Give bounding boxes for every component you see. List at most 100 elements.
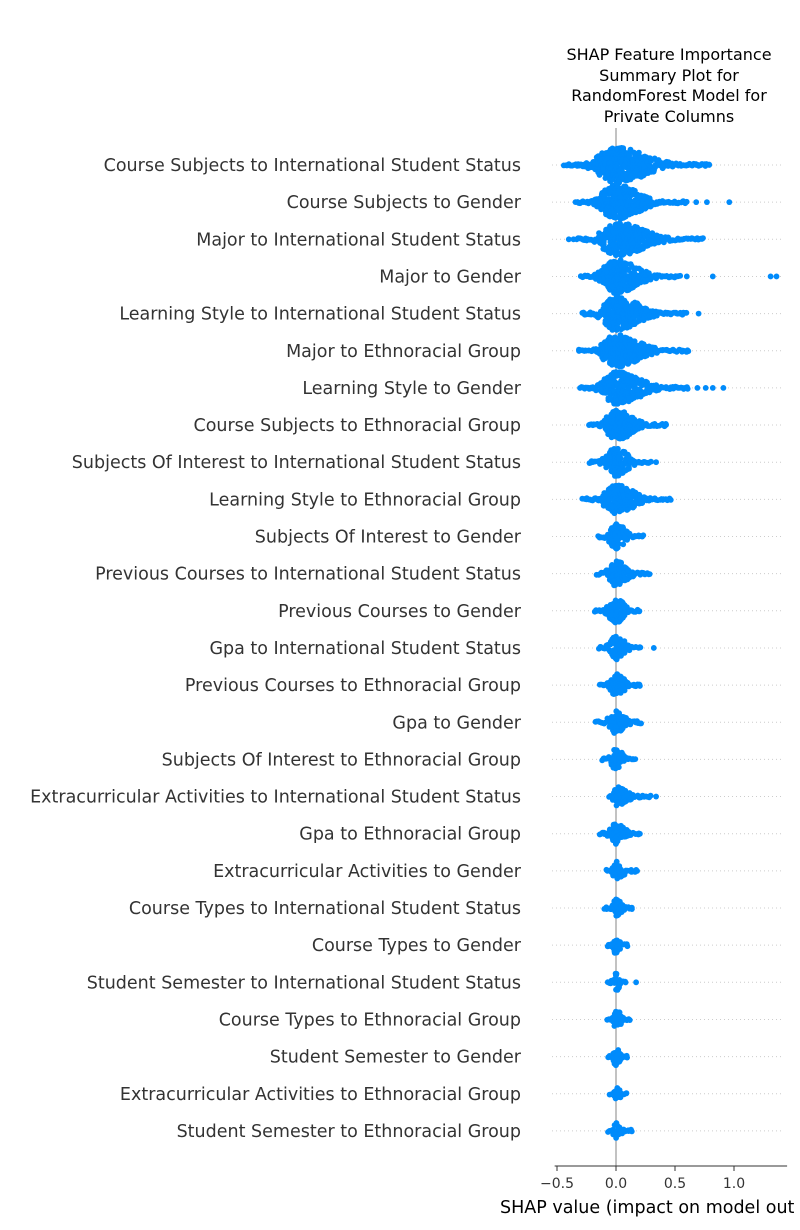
feature-label: Subjects Of Interest to International St…: [72, 453, 521, 473]
feature-beeswarm: [596, 671, 643, 697]
data-point: [637, 830, 643, 837]
outlier-point: [693, 199, 700, 206]
data-point: [684, 385, 691, 392]
feature-beeswarm: [605, 1120, 635, 1141]
data-point: [644, 228, 651, 235]
x-tick-label: 0.5: [664, 1176, 686, 1192]
data-point: [651, 167, 657, 174]
data-point: [593, 387, 599, 394]
feature-beeswarm: [604, 1008, 633, 1029]
x-axis-label: SHAP value (impact on model out: [500, 1198, 795, 1218]
chart-title-line-1: SHAP Feature Importance: [566, 45, 771, 64]
feature-label: Learning Style to International Student …: [119, 305, 521, 325]
data-point: [638, 720, 644, 727]
feature-label: Course Subjects to Ethnoracial Group: [193, 416, 521, 436]
data-point: [628, 1128, 635, 1135]
feature-beeswarm: [595, 521, 647, 552]
data-point: [700, 235, 706, 242]
outlier-point: [695, 310, 702, 317]
data-point: [629, 906, 635, 912]
outlier-point: [653, 793, 659, 800]
outlier-point: [720, 385, 727, 391]
outlier-point: [767, 273, 774, 280]
feature-label: Course Types to International Student St…: [129, 899, 521, 919]
outlier-point: [650, 645, 657, 651]
data-point: [626, 222, 632, 228]
feature-beeswarm: [599, 747, 639, 772]
feature-beeswarm: [577, 369, 727, 407]
feature-beeswarm: [592, 708, 644, 736]
data-point: [637, 683, 643, 689]
data-point: [613, 972, 620, 978]
feature-beeswarm: [565, 220, 706, 259]
feature-beeswarm: [591, 597, 643, 626]
chart-title-line-3: RandomForest Model for: [571, 86, 767, 105]
data-point: [683, 309, 690, 316]
outlier-point: [633, 979, 639, 986]
data-point: [640, 532, 647, 539]
data-point: [609, 327, 616, 333]
outlier-point: [773, 273, 780, 280]
chart-title-line-4: Private Columns: [604, 107, 734, 126]
feature-label: Previous Courses to Ethnoracial Group: [185, 676, 521, 696]
data-point: [644, 379, 650, 386]
feature-beeswarm: [596, 821, 643, 847]
feature-beeswarm: [576, 332, 692, 370]
data-point: [624, 943, 631, 950]
feature-beeswarm: [606, 784, 659, 809]
data-point: [620, 541, 627, 548]
feature-beeswarm: [604, 970, 639, 993]
feature-beeswarm: [579, 294, 702, 333]
feature-label: Gpa to Gender: [392, 713, 521, 733]
feature-label: Learning Style to Gender: [302, 379, 521, 399]
data-point: [637, 644, 644, 651]
data-point: [636, 149, 642, 156]
outlier-point: [709, 273, 716, 280]
feature-label: Major to International Student Status: [196, 230, 521, 250]
feature-label: Learning Style to Ethnoracial Group: [209, 490, 521, 510]
data-point: [646, 571, 653, 577]
outlier-point: [726, 199, 733, 206]
outlier-point: [694, 385, 701, 391]
data-point: [624, 1054, 630, 1061]
outlier-point: [570, 236, 577, 243]
data-point: [600, 239, 607, 245]
feature-beeswarm: [586, 407, 669, 442]
feature-label: Course Subjects to International Student…: [104, 156, 521, 176]
data-point: [667, 497, 674, 503]
outlier-point: [709, 385, 716, 391]
data-point: [615, 541, 622, 547]
data-point: [632, 756, 639, 762]
outlier-point: [653, 459, 659, 466]
feature-label: Major to Gender: [379, 267, 522, 287]
feature-beeswarm: [601, 896, 635, 919]
feature-beeswarm: [572, 181, 733, 222]
outlier-point: [683, 273, 690, 280]
feature-label: Previous Courses to Gender: [278, 602, 522, 622]
feature-label: Subjects Of Interest to Gender: [255, 528, 522, 548]
data-point: [623, 1090, 630, 1096]
data-point: [648, 458, 654, 465]
feature-beeswarm: [596, 633, 657, 663]
feature-label: Extracurricular Activities to Internatio…: [30, 788, 521, 808]
feature-beeswarm: [560, 145, 713, 186]
outlier-point: [702, 385, 709, 391]
feature-label: Previous Courses to International Studen…: [95, 565, 521, 585]
outlier-point: [693, 162, 700, 168]
data-point: [618, 559, 624, 566]
data-point: [616, 710, 622, 717]
feature-label: Extracurricular Activities to Gender: [213, 862, 522, 882]
feature-label: Course Subjects to Gender: [287, 193, 522, 213]
data-point: [663, 421, 669, 428]
data-point: [616, 220, 623, 227]
feature-rows: Course Subjects to International Student…: [30, 156, 784, 1142]
feature-beeswarm: [606, 1085, 630, 1102]
feature-label: Student Semester to Gender: [270, 1048, 522, 1068]
feature-label: Extracurricular Activities to Ethnoracia…: [120, 1085, 521, 1105]
outlier-point: [698, 162, 704, 168]
data-point: [636, 608, 643, 614]
feature-label: Course Types to Ethnoracial Group: [219, 1010, 521, 1030]
x-tick-label: 0.0: [605, 1176, 627, 1192]
feature-label: Course Types to Gender: [312, 936, 522, 956]
